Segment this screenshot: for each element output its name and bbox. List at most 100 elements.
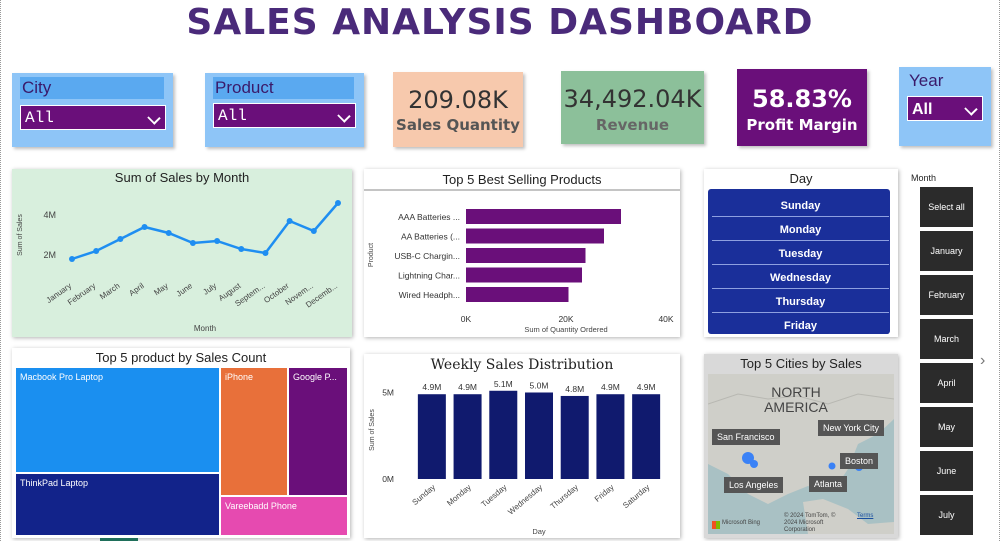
treemap-iphone[interactable]: iPhone: [220, 367, 288, 496]
series-line: [71, 202, 339, 261]
bar-value-label: 5.0M: [530, 380, 549, 390]
chart-title: Sum of Sales by Month: [114, 170, 250, 185]
year-dropdown[interactable]: All: [907, 96, 983, 121]
x-tick-label: 0K: [461, 314, 472, 324]
weekday-bar: [417, 394, 446, 479]
page-tab-indicator[interactable]: [100, 538, 138, 541]
month-item-june[interactable]: June: [920, 451, 973, 491]
month-item-april[interactable]: April: [920, 363, 973, 403]
revenue-value: 34,492.04K: [563, 85, 702, 113]
weekday-bar: [596, 394, 625, 479]
city-dropdown[interactable]: All: [20, 105, 166, 130]
y-tick-label: 2M: [43, 250, 56, 260]
top-products-chart[interactable]: Top 5 Best Selling Products AAA Batterie…: [364, 169, 680, 337]
x-axis-label: Month: [194, 324, 216, 333]
day-item-monday[interactable]: Monday: [712, 218, 889, 241]
bing-logo-icon: [712, 521, 720, 529]
city-slicer-label: City: [20, 77, 164, 99]
bar-value-label: 4.9M: [601, 382, 620, 392]
weekday-bar: [632, 394, 661, 479]
data-point: [117, 236, 124, 242]
sales-quantity-card: 209.08K Sales Quantity: [393, 72, 523, 147]
month-item-may[interactable]: May: [920, 407, 973, 447]
treemap-thinkpad[interactable]: ThinkPad Laptop: [15, 473, 220, 536]
month-item-february[interactable]: February: [920, 275, 973, 315]
product-bar: [466, 209, 621, 224]
bar-value-label: 4.9M: [458, 382, 477, 392]
data-point: [286, 218, 293, 224]
product-bar: [466, 248, 586, 263]
bar-value-label: 4.8M: [565, 384, 584, 394]
y-tick-label: 0M: [382, 474, 394, 484]
product-slicer: Product All: [205, 73, 364, 147]
chevron-down-icon: [147, 111, 161, 125]
city-bubble[interactable]: [828, 462, 836, 470]
product-bar: [466, 287, 569, 302]
month-item-january[interactable]: January: [920, 231, 973, 271]
x-tick-label: Thursday: [549, 483, 580, 511]
map-brand: Microsoft Bing: [722, 520, 761, 526]
revenue-card: 34,492.04K Revenue: [561, 71, 704, 144]
x-tick-label: Tuesday: [480, 483, 509, 509]
product-slicer-label: Product: [213, 77, 354, 99]
x-tick-label: Sunday: [411, 483, 438, 507]
product-bar: [466, 267, 582, 283]
profit-margin-label: Profit Margin: [746, 116, 858, 134]
y-axis-label: Product: [368, 243, 375, 267]
month-select-all[interactable]: Select all: [920, 187, 973, 227]
cities-map[interactable]: Top 5 Cities by Sales NORTH AMERICA San …: [704, 354, 898, 538]
day-item-friday[interactable]: Friday: [712, 314, 889, 334]
day-item-tuesday[interactable]: Tuesday: [712, 242, 889, 265]
year-slicer: Year All: [899, 67, 991, 146]
chart-title: Weekly Sales Distribution: [430, 357, 614, 373]
day-item-sunday[interactable]: Sunday: [712, 194, 889, 217]
treemap-vareebadd[interactable]: Vareebadd Phone: [220, 496, 348, 536]
revenue-label: Revenue: [595, 116, 670, 134]
month-item-july[interactable]: July: [920, 495, 973, 535]
y-tick-label: 4M: [43, 210, 56, 220]
data-point: [165, 230, 172, 236]
bar-value-label: 5.1M: [494, 379, 513, 389]
day-item-thursday[interactable]: Thursday: [712, 290, 889, 313]
x-tick-label: 20K: [558, 314, 573, 324]
map-terms-link[interactable]: Terms: [857, 513, 874, 519]
month-item-march[interactable]: March: [920, 319, 973, 359]
data-point: [214, 238, 221, 244]
map-title: Top 5 Cities by Sales: [740, 356, 862, 371]
map-attribution: © 2024 TomTom, © 2024 Microsoft Corporat…: [784, 513, 836, 533]
hbar-chart-svg: AAA Batteries ... AA Batteries (... USB-C …: [364, 189, 680, 334]
city-dropdown-value: All: [25, 109, 54, 127]
y-axis-label: Sum of Sales: [17, 214, 24, 256]
treemap-google-phone[interactable]: Google P...: [288, 367, 348, 496]
product-label: AAA Batteries ...: [398, 212, 460, 222]
city-slicer: City All: [12, 73, 173, 147]
map-city-label: Atlanta: [809, 476, 848, 492]
bar-value-label: 4.9M: [422, 382, 441, 392]
data-point: [310, 228, 317, 234]
map-city-label: New York City: [818, 420, 885, 436]
weekday-bar: [489, 390, 518, 479]
city-bubble[interactable]: [742, 452, 754, 464]
day-item-wednesday[interactable]: Wednesday: [712, 266, 889, 289]
weekly-sales-chart[interactable]: Weekly Sales Distribution 0M 5M 4.9M Sunday…: [364, 354, 680, 538]
x-tick-label: Monday: [445, 483, 473, 508]
x-tick-label: Saturday: [621, 483, 651, 510]
sales-by-month-chart[interactable]: Sum of Sales by Month 2M 4M January Februar…: [12, 169, 352, 337]
chevron-down-icon: [964, 102, 978, 116]
scroll-right-icon[interactable]: ›: [980, 352, 986, 369]
city-bubble[interactable]: [750, 460, 758, 468]
data-point: [189, 240, 196, 246]
day-slicer-title: Day: [789, 171, 813, 186]
treemap-title: Top 5 product by Sales Count: [95, 350, 267, 365]
x-tick-label: June: [175, 281, 195, 299]
page-title: SALES ANALYSIS DASHBOARD: [186, 2, 814, 43]
product-dropdown[interactable]: All: [213, 103, 356, 128]
product-label: AA Batteries (...: [401, 232, 460, 242]
treemap-macbook[interactable]: Macbook Pro Laptop: [15, 367, 220, 473]
year-slicer-label: Year: [909, 71, 944, 90]
data-point: [69, 256, 75, 262]
x-tick-label: 40K: [658, 314, 673, 324]
profit-margin-value: 58.83%: [752, 85, 852, 113]
product-treemap[interactable]: Top 5 product by Sales Count Macbook Pro…: [12, 348, 350, 538]
